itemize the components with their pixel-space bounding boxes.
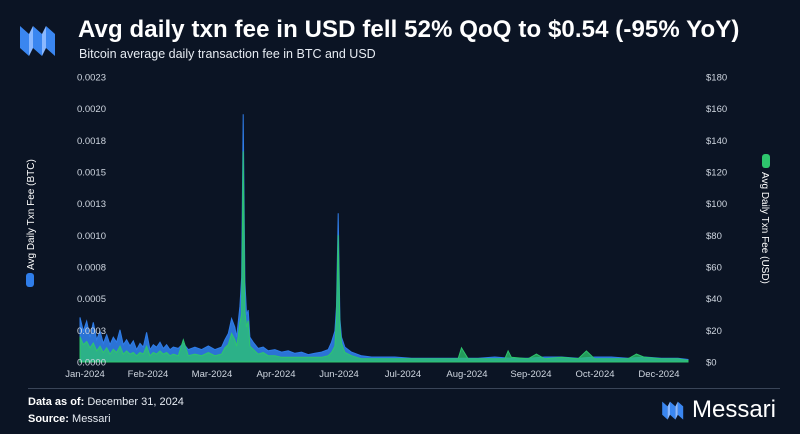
btc-fee-area: [79, 114, 689, 363]
left-axis-label: Avg Daily Txn Fee (BTC): [26, 159, 37, 270]
data-as-of-label: Data as of:: [28, 396, 85, 408]
series-layer: [79, 114, 689, 363]
right-tick-label: $180: [706, 73, 727, 84]
x-tick-label: Oct-2024: [575, 369, 614, 380]
x-tick-label: Dec-2024: [638, 369, 679, 380]
left-axis-title: Avg Daily Txn Fee (BTC): [26, 159, 37, 287]
right-axis-label: Avg Daily Txn Fee (USD): [759, 172, 770, 284]
usd-legend-swatch: [762, 154, 770, 168]
chart-subtitle: Bitcoin average daily transaction fee in…: [79, 47, 376, 61]
left-tick-label: 0.0013: [77, 199, 106, 210]
left-tick-label: 0.0005: [77, 294, 106, 305]
right-tick-label: $60: [706, 263, 722, 274]
right-axis-title: Avg Daily Txn Fee (USD): [759, 154, 770, 284]
right-tick-label: $120: [706, 168, 727, 179]
x-tick-label: Aug-2024: [446, 369, 487, 380]
x-tick-label: Sep-2024: [510, 369, 551, 380]
right-tick-label: $80: [706, 231, 722, 242]
source-value: Messari: [72, 413, 111, 425]
x-tick-label: Jun-2024: [319, 369, 359, 380]
source: Source: Messari: [28, 413, 111, 425]
data-as-of: Data as of: December 31, 2024: [28, 396, 184, 408]
brand-name: Messari: [691, 396, 776, 423]
x-axis-ticks: Jan-2024 Feb-2024 Mar-2024 Apr-2024 Jun-2024…: [65, 369, 679, 380]
right-tick-label: $100: [706, 199, 727, 210]
right-tick-label: $160: [706, 104, 727, 115]
brand: Messari: [660, 396, 776, 424]
x-tick-label: Apr-2024: [256, 369, 295, 380]
right-tick-label: $40: [706, 294, 722, 305]
messari-logo-icon: [20, 26, 55, 56]
data-as-of-value: December 31, 2024: [87, 396, 184, 408]
x-tick-label: Feb-2024: [128, 369, 169, 380]
x-tick-label: Mar-2024: [192, 369, 233, 380]
usd-fee-area: [79, 151, 689, 363]
left-tick-label: 0.0015: [77, 168, 106, 179]
x-tick-label: Jan-2024: [65, 369, 105, 380]
x-tick-label: Jul-2024: [385, 369, 421, 380]
left-tick-label: 0.0003: [77, 326, 106, 337]
source-label: Source:: [28, 413, 69, 425]
left-tick-label: 0.0010: [77, 231, 106, 242]
left-tick-label: 0.0023: [77, 73, 106, 84]
left-tick-label: 0.0020: [77, 104, 106, 115]
btc-legend-swatch: [26, 273, 34, 287]
left-axis-ticks: 0.0023 0.0020 0.0018 0.0015 0.0013 0.0010 0.00…: [77, 73, 106, 369]
right-tick-label: $0: [706, 358, 717, 369]
footer-divider: [28, 388, 780, 389]
messari-brand-icon: [662, 401, 684, 420]
right-tick-label: $20: [706, 326, 722, 337]
chart-title: Avg daily txn fee in USD fell 52% QoQ to…: [78, 16, 740, 43]
left-tick-label: 0.0000: [77, 358, 106, 369]
right-tick-label: $140: [706, 136, 727, 147]
left-tick-label: 0.0008: [77, 263, 106, 274]
right-axis-ticks: $180 $160 $140 $120 $100 $80 $60 $40 $20 $0: [706, 73, 727, 369]
left-tick-label: 0.0018: [77, 136, 106, 147]
